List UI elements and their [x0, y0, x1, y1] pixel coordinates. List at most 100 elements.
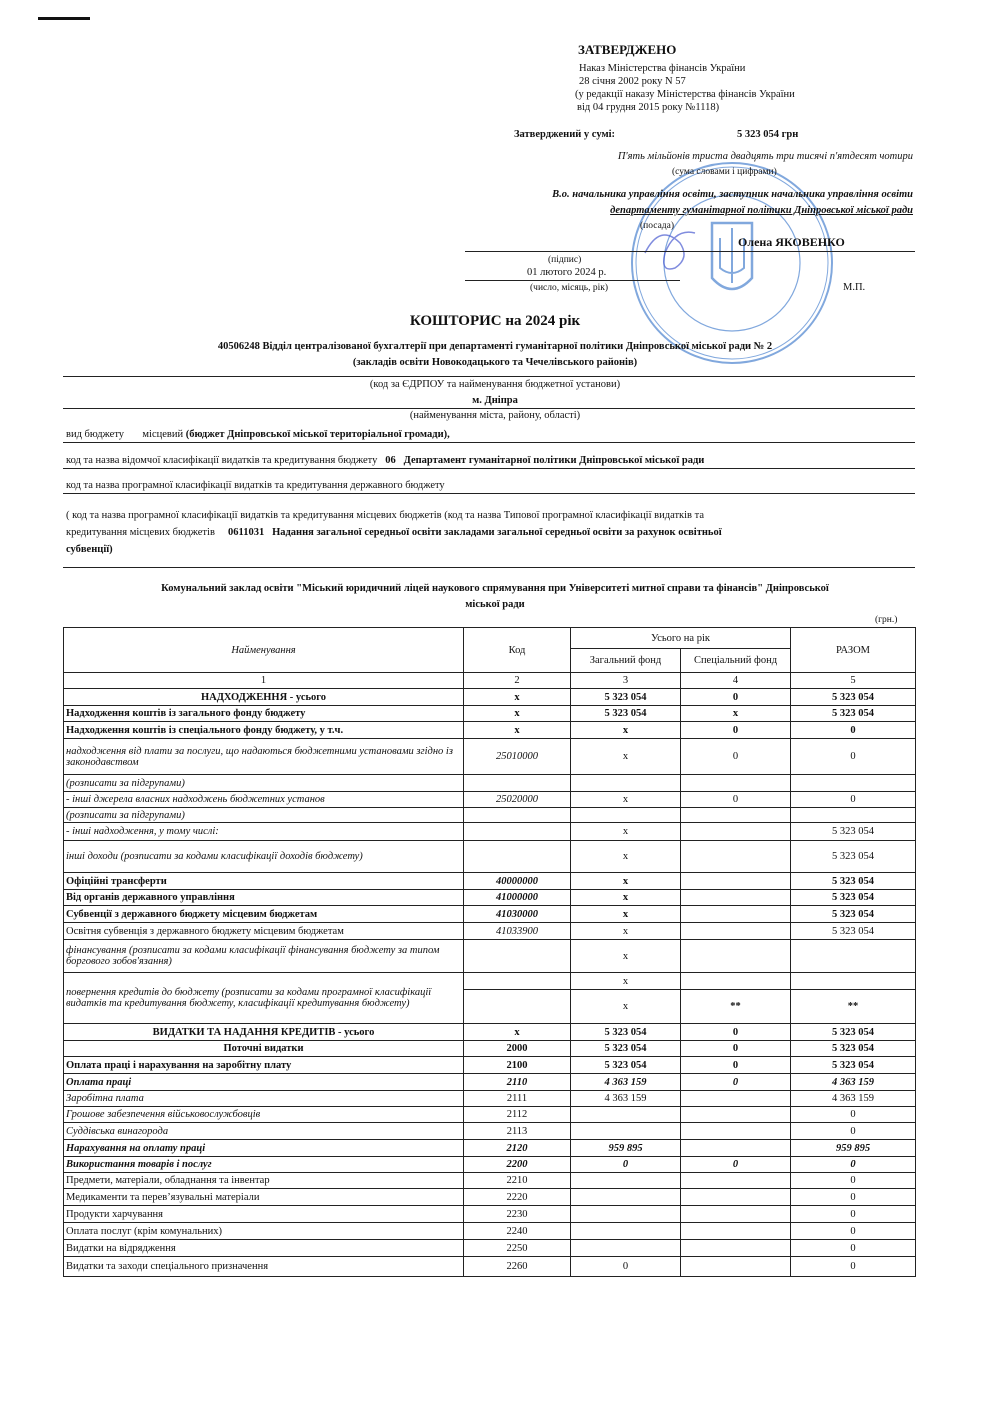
- cell-special: 0: [680, 1023, 791, 1041]
- cell-code: 2260: [463, 1256, 571, 1277]
- cell-code: 2240: [463, 1222, 571, 1240]
- cell-code: x: [463, 721, 571, 739]
- cell-name: - інші джерела власних надходжень бюджет…: [63, 791, 464, 808]
- signature-scribble: [644, 231, 696, 270]
- table-row: Поточні видатки 2000 5 323 054 0 5 323 054: [63, 1040, 916, 1057]
- cell-special: [680, 939, 791, 973]
- cell-general: [570, 774, 681, 792]
- table-row: надходження від плати за послуги, що над…: [63, 738, 916, 775]
- table-row: Предмети, матеріали, обладнання та інвен…: [63, 1172, 916, 1189]
- table-row: Оплата праці 2110 4 363 159 0 4 363 159: [63, 1073, 916, 1091]
- cell-name: Субвенції з державного бюджету місцевим …: [63, 905, 464, 923]
- cell-code: x: [463, 705, 571, 722]
- cell-code: x: [463, 688, 571, 706]
- cell-total: 5 323 054: [790, 1023, 916, 1041]
- dept-row: код та назва відомчої класифікації видат…: [66, 455, 705, 466]
- cell-code: 2200: [463, 1156, 571, 1173]
- cell-name: - інші надходження, у тому числі:: [63, 822, 464, 841]
- units-label: (грн.): [875, 615, 898, 625]
- cell-total: 5 323 054: [790, 905, 916, 923]
- divider: [63, 468, 915, 469]
- date-caption: (число, місяць, рік): [530, 283, 609, 293]
- table-row: (розписати за підгрупами): [63, 807, 916, 823]
- cell-special: 0: [680, 688, 791, 706]
- divider: [63, 567, 915, 568]
- cell-general: x: [570, 922, 681, 940]
- position-line1: В.о. начальника управління освіти, засту…: [552, 189, 913, 200]
- cell-name: Грошове забезпечення військовослужбовців: [63, 1106, 464, 1123]
- cell-total: 5 323 054: [790, 922, 916, 940]
- sum-label: Затверджений у сумі:: [514, 129, 616, 140]
- table-row: Видатки на відрядження 2250 0: [63, 1239, 916, 1257]
- cell-special: 0: [680, 1040, 791, 1057]
- sum-words-caption: (сума словами і цифрами): [672, 167, 777, 177]
- seal-caption: М.П.: [843, 282, 866, 293]
- table-row: Заробітна плата 2111 4 363 159 4 363 159: [63, 1090, 916, 1107]
- cell-general: x: [570, 840, 681, 873]
- cell-general: x: [570, 872, 681, 890]
- table-row: Субвенції з державного бюджету місцевим …: [63, 905, 916, 923]
- cell-general: x: [570, 738, 681, 775]
- cell-total: 5 323 054: [790, 1056, 916, 1074]
- scan-mark: [38, 17, 90, 20]
- cell-code: x: [463, 1023, 571, 1041]
- header-year: Усього на рік: [570, 627, 791, 649]
- cell-total: [790, 939, 916, 973]
- school-line1: Комунальний заклад освіти "Міський юриди…: [161, 583, 829, 594]
- budget-type-row: вид бюджету місцевий (бюджет Дніпровсько…: [66, 429, 450, 440]
- cell-special: **: [680, 989, 791, 1024]
- sum-value: 5 323 054 грн: [737, 129, 799, 140]
- cell-general: [570, 1188, 681, 1206]
- cell-total: 0: [790, 1222, 916, 1240]
- cell-special: x: [680, 705, 791, 722]
- local-program-line2: кредитування місцевих бюджетів 0611031 Н…: [66, 527, 722, 538]
- cell-special: [680, 1205, 791, 1223]
- state-program-label: код та назва програмної класифікації вид…: [66, 480, 445, 491]
- cell-name: НАДХОДЖЕННЯ - усього: [63, 688, 464, 706]
- cell-total: 5 323 054: [790, 840, 916, 873]
- divider: [63, 442, 915, 443]
- signature-line: [465, 251, 915, 252]
- school-line2: міської ради: [465, 599, 525, 610]
- cell-special: [680, 1256, 791, 1277]
- cell-name: Медикаменти та перев’язувальні матеріали: [63, 1188, 464, 1206]
- cell-code: 41030000: [463, 905, 571, 923]
- cell-code: [463, 972, 571, 990]
- cell-general: [570, 1205, 681, 1223]
- cell-code: 40000000: [463, 872, 571, 890]
- cell-code: 2000: [463, 1040, 571, 1057]
- table-row: НАДХОДЖЕННЯ - усього x 5 323 054 0 5 323 054: [63, 688, 916, 706]
- cell-general: 5 323 054: [570, 688, 681, 706]
- city-caption: (найменування міста, району, області): [409, 410, 581, 421]
- cell-general: x: [570, 939, 681, 973]
- cell-general: 5 323 054: [570, 1040, 681, 1057]
- cell-name: Оплата праці і нарахування на заробітну …: [63, 1056, 464, 1074]
- budget-estimate-table: Найменування Код Усього на рік РАЗОМ Заг…: [63, 627, 916, 1277]
- position-line2: департаменту гуманітарної політики Дніпр…: [610, 205, 913, 216]
- cell-general: 5 323 054: [570, 1023, 681, 1041]
- approval-title: ЗАТВЕРДЖЕНО: [578, 42, 677, 57]
- cell-total: 0: [790, 721, 916, 739]
- cell-name: Предмети, матеріали, обладнання та інвен…: [63, 1172, 464, 1189]
- cell-code: 2111: [463, 1090, 571, 1107]
- order-line: від 04 грудня 2015 року №1118): [577, 102, 720, 113]
- institution-caption: (код за ЄДРПОУ та найменування бюджетної…: [369, 379, 621, 390]
- date-line: [465, 280, 680, 281]
- cell-special: [680, 889, 791, 906]
- cell-name: інші доходи (розписати за кодами класифі…: [63, 840, 464, 873]
- cell-code: [463, 822, 571, 841]
- table-row: повернення кредитів до бюджету (розписат…: [63, 972, 916, 1024]
- cell-code: 41033900: [463, 922, 571, 940]
- cell-special: 0: [680, 738, 791, 775]
- cell-special: [680, 922, 791, 940]
- cell-total: 0: [790, 1172, 916, 1189]
- cell-total: 4 363 159: [790, 1090, 916, 1107]
- cell-code: [463, 774, 571, 792]
- table-row: Освітня субвенція з державного бюджету м…: [63, 922, 916, 940]
- cell-total: 959 895: [790, 1139, 916, 1157]
- cell-general: [570, 1172, 681, 1189]
- cell-general: 959 895: [570, 1139, 681, 1157]
- cell-general: x: [570, 889, 681, 906]
- cell-special: [680, 972, 791, 990]
- header-total: РАЗОМ: [790, 627, 916, 673]
